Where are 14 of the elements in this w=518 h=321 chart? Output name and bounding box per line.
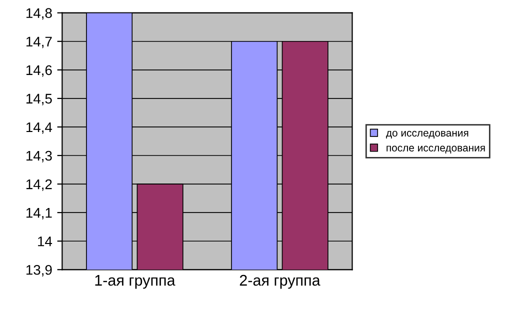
- y-tick-label: 14,4: [26, 122, 52, 134]
- y-tick-label: 14,7: [26, 36, 52, 48]
- x-tick-label: 1-ая группа: [95, 275, 176, 289]
- y-tick-label: 14,8: [26, 8, 52, 20]
- y-tick-label: 14,2: [26, 179, 52, 191]
- legend-label: до исследования: [386, 130, 468, 139]
- x-tick-label: 2-ая группа: [240, 274, 320, 289]
- y-tick-label: 13,9: [26, 264, 52, 276]
- y-tick-label: 14,3: [26, 150, 52, 162]
- y-tick-label: 14,5: [26, 94, 52, 106]
- legend-label: после исследования: [386, 146, 485, 154]
- y-tick-label: 14: [38, 236, 52, 246]
- y-tick-label: 14,6: [26, 65, 52, 77]
- y-tick-label: 14,1: [26, 208, 52, 220]
